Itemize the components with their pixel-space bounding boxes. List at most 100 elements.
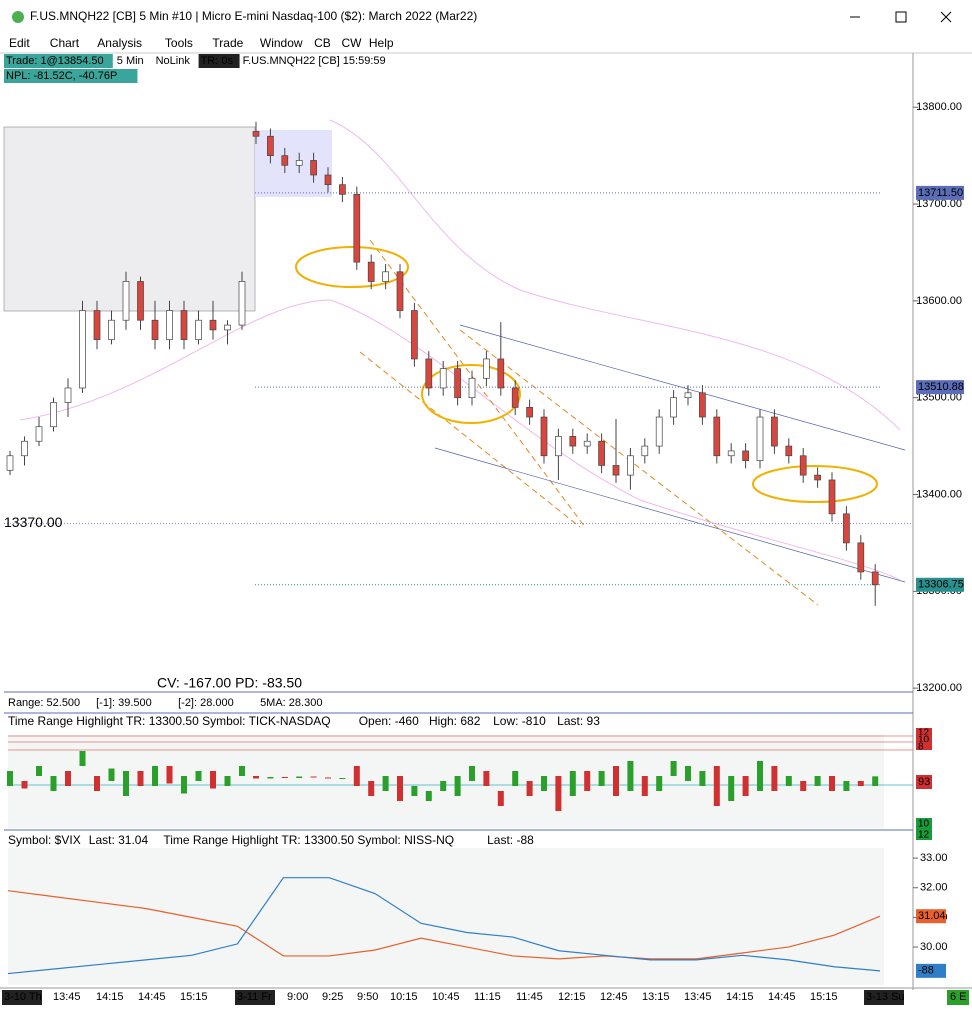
tick-bar <box>152 766 158 786</box>
x-tick-label: 9:25 <box>322 991 343 1003</box>
menu-item[interactable]: CB <box>314 36 331 50</box>
tick-bar <box>21 781 28 789</box>
menu-item[interactable]: Chart <box>50 36 80 50</box>
window-title: F.US.MNQH22 [CB] 5 Min #10 | Micro E-min… <box>30 9 477 23</box>
tick-axis-label: 8 <box>918 742 924 753</box>
range-text: Range: 52.500 <box>8 697 80 709</box>
candle-body <box>79 310 86 389</box>
candle-body <box>843 513 850 544</box>
candle-body <box>339 184 346 195</box>
tick-bar <box>627 761 634 791</box>
tick-bar <box>512 771 519 786</box>
x-tick-label: 3-10 Th <box>4 991 42 1003</box>
candle-body <box>209 319 217 331</box>
menu-item[interactable]: Tools <box>165 36 193 50</box>
candle-body <box>195 319 202 340</box>
tick-bar <box>210 771 216 789</box>
candle-body <box>166 310 173 340</box>
day-marker <box>235 990 275 1005</box>
price-level-label: 13306.75 <box>918 579 964 591</box>
candle-body <box>93 310 101 340</box>
candle-body <box>353 194 361 263</box>
candle-body <box>6 455 14 471</box>
candle-body <box>857 542 865 573</box>
candle-body <box>50 402 57 428</box>
menu-bar: Edit Chart Analysis Tools Trade Window CB CW Hel… <box>9 36 394 50</box>
tick-bar <box>857 781 864 786</box>
tick-bar <box>325 777 331 779</box>
vix-header: Symbol: $VIX <box>8 833 81 847</box>
x-tick-label: 11:15 <box>474 991 501 1003</box>
tick-bar <box>454 776 461 796</box>
trend-line <box>359 351 581 528</box>
last-badge <box>916 909 946 924</box>
menu-item[interactable]: Trade <box>212 36 243 50</box>
trend-line <box>459 329 819 606</box>
info-text: F.US.MNQH22 [CB] 15:59:59 <box>243 55 386 67</box>
tick-bar <box>843 781 850 791</box>
tick-bar <box>656 776 663 791</box>
tick-bar <box>757 761 763 791</box>
y-tick-label: 13600.00 <box>916 295 962 307</box>
tick-bar <box>613 766 619 796</box>
tick-bar <box>94 776 100 791</box>
maximize-button[interactable] <box>895 11 907 23</box>
candle-body <box>396 271 404 311</box>
tick-bar <box>281 777 288 778</box>
vix-header: Time Range Highlight TR: 13300.50 Symbol… <box>163 833 454 847</box>
candle-body <box>727 450 735 457</box>
info-text: NoLink <box>156 55 191 67</box>
candle-body <box>655 416 663 447</box>
tick-bar <box>368 781 375 796</box>
info-text: Trade: 1@13854.50 <box>6 55 104 67</box>
tick-header: Open: -460 <box>359 714 419 728</box>
candle-body <box>540 416 548 457</box>
candle-body <box>583 440 591 447</box>
menu-item[interactable]: CW <box>342 36 363 50</box>
tick-axis-badge <box>916 728 932 736</box>
candle-body <box>324 174 332 186</box>
candle-body <box>526 407 533 418</box>
menu-item[interactable]: Help <box>369 36 394 50</box>
price-level-label: 13370.00 <box>4 514 63 530</box>
range-text: 5MA: 28.300 <box>260 697 322 709</box>
candle-body <box>483 358 490 379</box>
close-button[interactable] <box>940 11 952 23</box>
menu-item[interactable]: Window <box>260 36 303 50</box>
candle-body <box>771 416 778 447</box>
tick-bar <box>195 771 202 781</box>
status-badge <box>947 990 969 1005</box>
series-line <box>7 877 881 975</box>
candle-body <box>310 160 317 176</box>
tick-bar <box>685 766 691 781</box>
candle-body <box>511 387 519 408</box>
x-tick-label: 9:00 <box>287 991 308 1003</box>
tick-bar <box>483 771 490 786</box>
tick-bar <box>137 771 144 786</box>
tick-bar <box>728 776 735 801</box>
candle-body <box>281 155 289 166</box>
candle-body <box>670 397 677 418</box>
last-label: 31.04 <box>918 910 946 922</box>
highlight-ellipse <box>295 246 409 288</box>
range-highlight <box>3 126 256 312</box>
tick-bar <box>425 791 432 801</box>
info-badge <box>4 54 113 68</box>
tick-bar <box>36 766 42 776</box>
range-text: [-1]: 39.500 <box>96 697 152 709</box>
tick-header: High: 682 <box>429 714 481 728</box>
menu-item[interactable]: Analysis <box>97 36 142 50</box>
tick-bar <box>569 771 576 796</box>
x-tick-label: 11:45 <box>516 991 543 1003</box>
candle-body <box>871 571 879 586</box>
x-tick-label: 3-13 Su <box>866 991 905 1003</box>
info-text: NPL: -81.52C, -40.76P <box>6 70 117 82</box>
price-level-badge <box>916 185 964 200</box>
tick-bar <box>699 771 706 786</box>
vix-header: Last: 31.04 <box>89 833 149 847</box>
tick-bar <box>166 766 173 784</box>
tick-bar <box>584 771 591 791</box>
menu-item[interactable]: Edit <box>9 36 30 50</box>
tick-last-badge <box>916 775 932 789</box>
